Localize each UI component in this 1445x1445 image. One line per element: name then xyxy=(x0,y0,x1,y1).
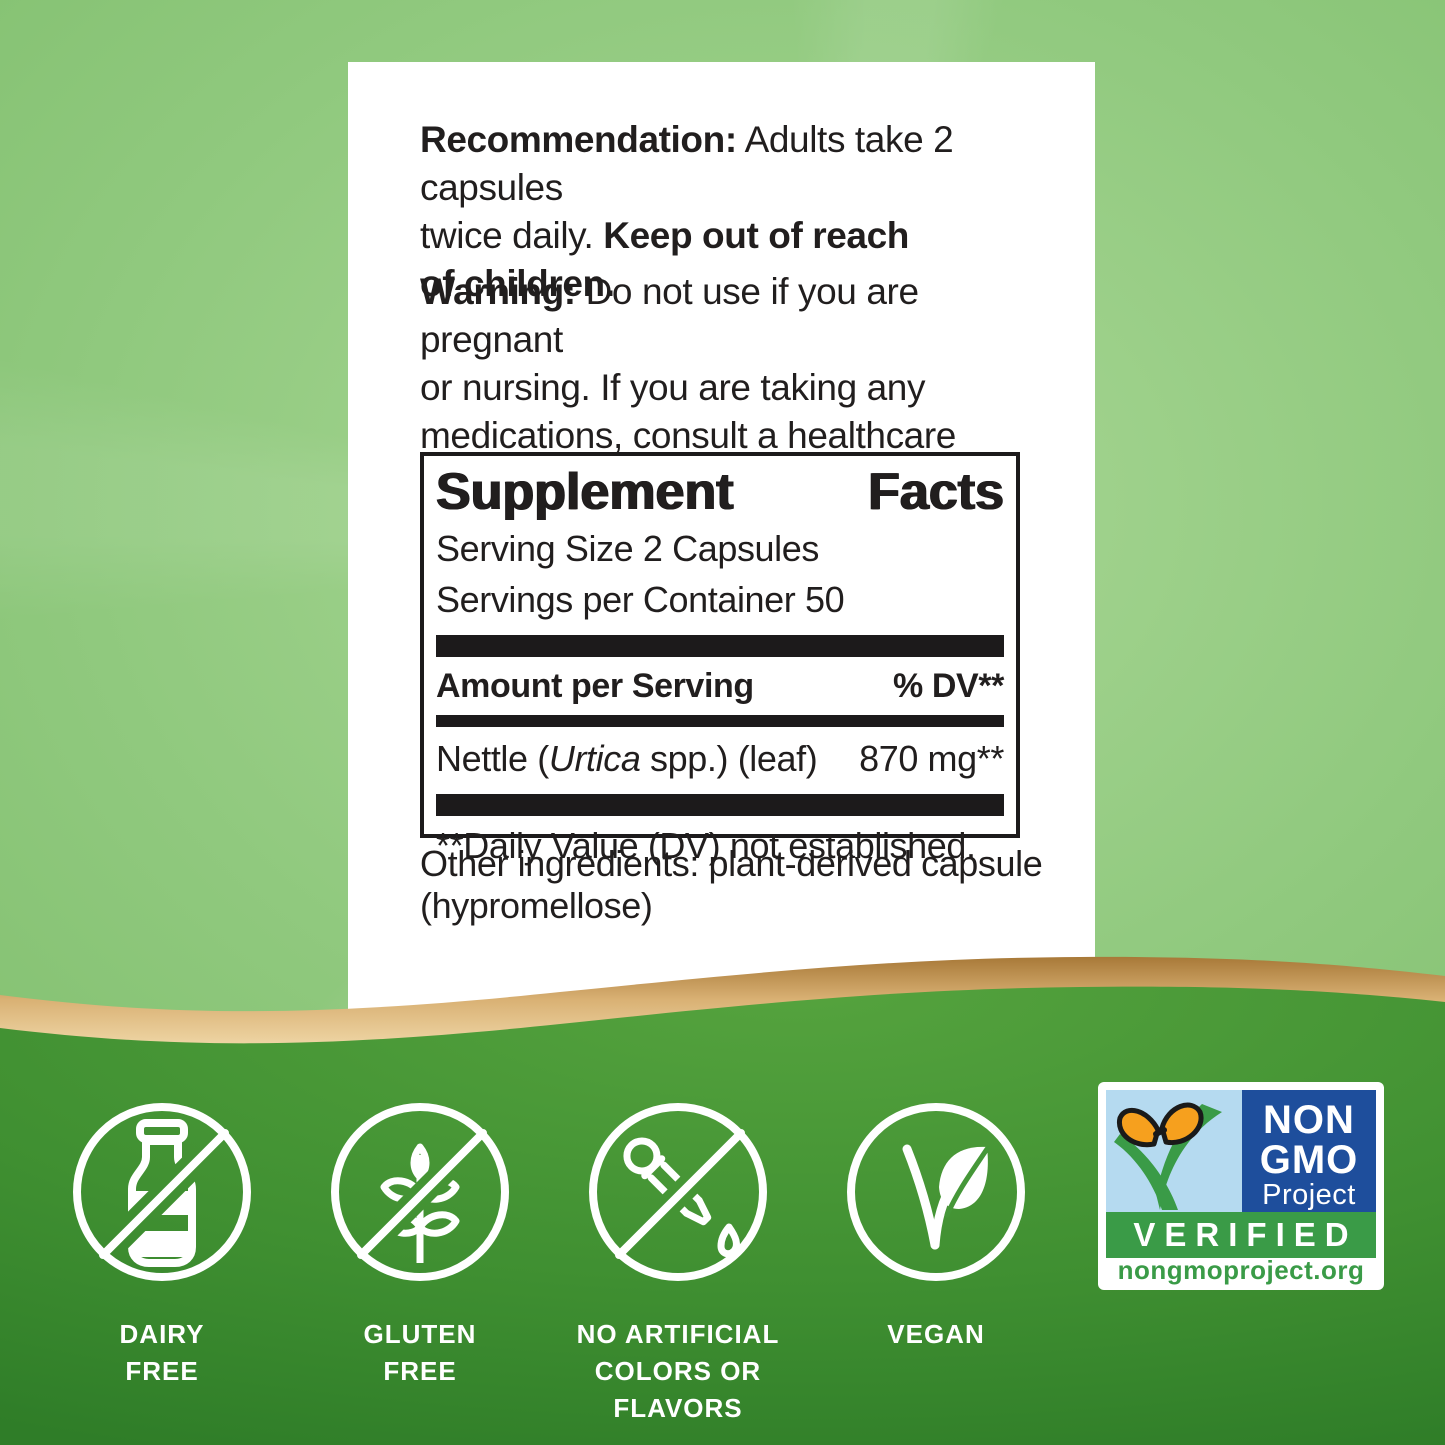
warning-line3: medications, consult a healthcare xyxy=(420,415,956,456)
vegan-leaf-icon xyxy=(847,1103,1025,1281)
recommendation-text: Recommendation: Adults take 2 capsules t… xyxy=(420,116,1060,308)
divider-bar xyxy=(436,794,1004,816)
seal-butterfly-panel xyxy=(1106,1090,1242,1212)
recommendation-line2: twice daily. Keep out of reach xyxy=(420,215,909,256)
divider-bar xyxy=(436,715,1004,727)
dv-header: % DV** xyxy=(893,667,1004,705)
supplement-facts-box: Supplement Facts Serving Size 2 Capsules… xyxy=(420,452,1020,866)
amount-header-row: Amount per Serving % DV** xyxy=(436,666,1004,706)
seal-verified-band: VERIFIED xyxy=(1106,1212,1376,1258)
serving-size: Serving Size 2 Capsules xyxy=(436,528,820,569)
servings-per-container: Servings per Container 50 xyxy=(436,579,845,620)
warning-line1: Warning: Do not use if you are pregnant xyxy=(420,271,919,360)
badge-label-vegan: VEGAN xyxy=(887,1319,985,1349)
no-dairy-bottle-icon xyxy=(73,1103,251,1281)
green-band-shape xyxy=(0,986,1445,1445)
seal-url: nongmoproject.org xyxy=(1117,1255,1365,1285)
badge-label-dairy-free: DAIRY FREE xyxy=(119,1319,205,1386)
no-wheat-icon xyxy=(331,1103,509,1281)
badge-label-no-artificial: NO ARTIFICIAL COLORS OR FLAVORS xyxy=(576,1319,780,1423)
no-dropper-icon xyxy=(589,1103,767,1281)
seal-nongmo-text: NON GMO Project xyxy=(1242,1090,1376,1212)
recommendation-line3: of children. xyxy=(420,263,615,304)
ingredient-amount: 870 mg** xyxy=(859,738,1004,779)
warning-label: Warning: xyxy=(420,271,576,312)
amount-per-serving-header: Amount per Serving xyxy=(436,667,754,705)
butterfly-checkmark-icon xyxy=(1114,1102,1222,1210)
supplement-facts-title: Supplement Facts xyxy=(436,463,1004,521)
warning-line2: or nursing. If you are taking any xyxy=(420,367,926,408)
ingredient-row: Nettle (Urtica spp.) (leaf) 870 mg** xyxy=(436,737,1004,781)
gold-green-wave xyxy=(0,956,1445,1445)
non-gmo-project-seal: NON GMO Project VERIFIED nongmoproject.o… xyxy=(1098,1082,1384,1290)
other-ingredients: Other ingredients: plant-derived capsule… xyxy=(420,843,1043,926)
recommendation-label: Recommendation: xyxy=(420,119,737,160)
recommendation-line1: Recommendation: Adults take 2 capsules xyxy=(420,119,954,208)
divider-bar xyxy=(436,635,1004,657)
dv-footnote: **Daily Value (DV) not established. xyxy=(436,825,976,866)
ingredient-name: Nettle (Urtica spp.) (leaf) xyxy=(436,738,818,779)
badge-label-gluten-free: GLUTEN FREE xyxy=(363,1319,477,1386)
